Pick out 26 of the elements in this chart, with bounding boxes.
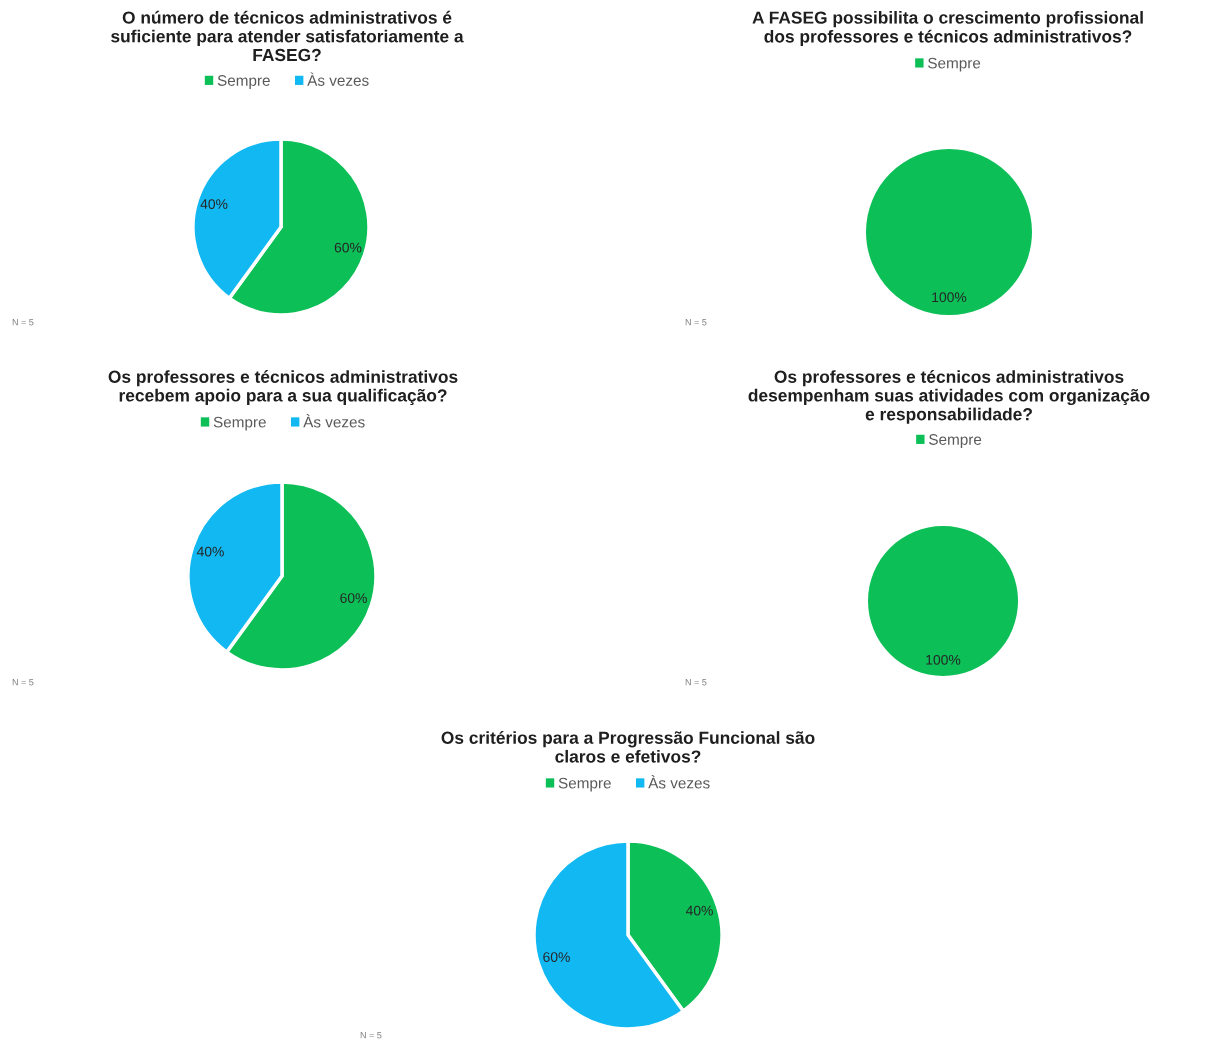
text: N = 5	[12, 319, 34, 326]
chart-title: Os professores e técnicos administrativos desempenham suas atividades com organização e responsabilidade?	[748, 370, 1150, 424]
chart-title: A FASEG possibilita o crescimento profissional dos professores e técnicos administrativos?	[752, 11, 1143, 47]
data-label: 100%	[926, 654, 961, 665]
chart-title: O número de técnicos administrativos é suficiente para atender satisfatoriamente a FASEG?	[111, 10, 464, 62]
data-label: 100%	[932, 292, 967, 303]
legend-label: Às vezes	[307, 72, 369, 86]
text: N = 5	[685, 679, 707, 686]
data-label: 60%	[543, 952, 570, 962]
text: N = 5	[360, 1032, 382, 1039]
text: N = 5	[12, 679, 34, 686]
legend-label: Sempre	[928, 57, 981, 72]
data-label: 40%	[196, 546, 224, 557]
data-label: 60%	[334, 242, 362, 253]
text: N = 5	[685, 319, 707, 326]
chart-title: Os critérios para a Progressão Funcional são claros e efetivos?	[441, 731, 815, 763]
legend-label: Às vezes	[648, 775, 710, 789]
data-label: 40%	[200, 199, 228, 209]
legend-label: Sempre	[217, 75, 270, 89]
data-label: 40%	[685, 905, 713, 916]
legend-label: Às vezes	[303, 414, 365, 428]
legend-label: Sempre	[213, 416, 266, 431]
legend-label: Sempre	[929, 434, 982, 448]
chart-title: Os professores e técnicos administrativos recebem apoio para a sua qualificação?	[108, 370, 458, 406]
data-label: 60%	[340, 593, 367, 603]
legend-label: Sempre	[558, 777, 611, 792]
